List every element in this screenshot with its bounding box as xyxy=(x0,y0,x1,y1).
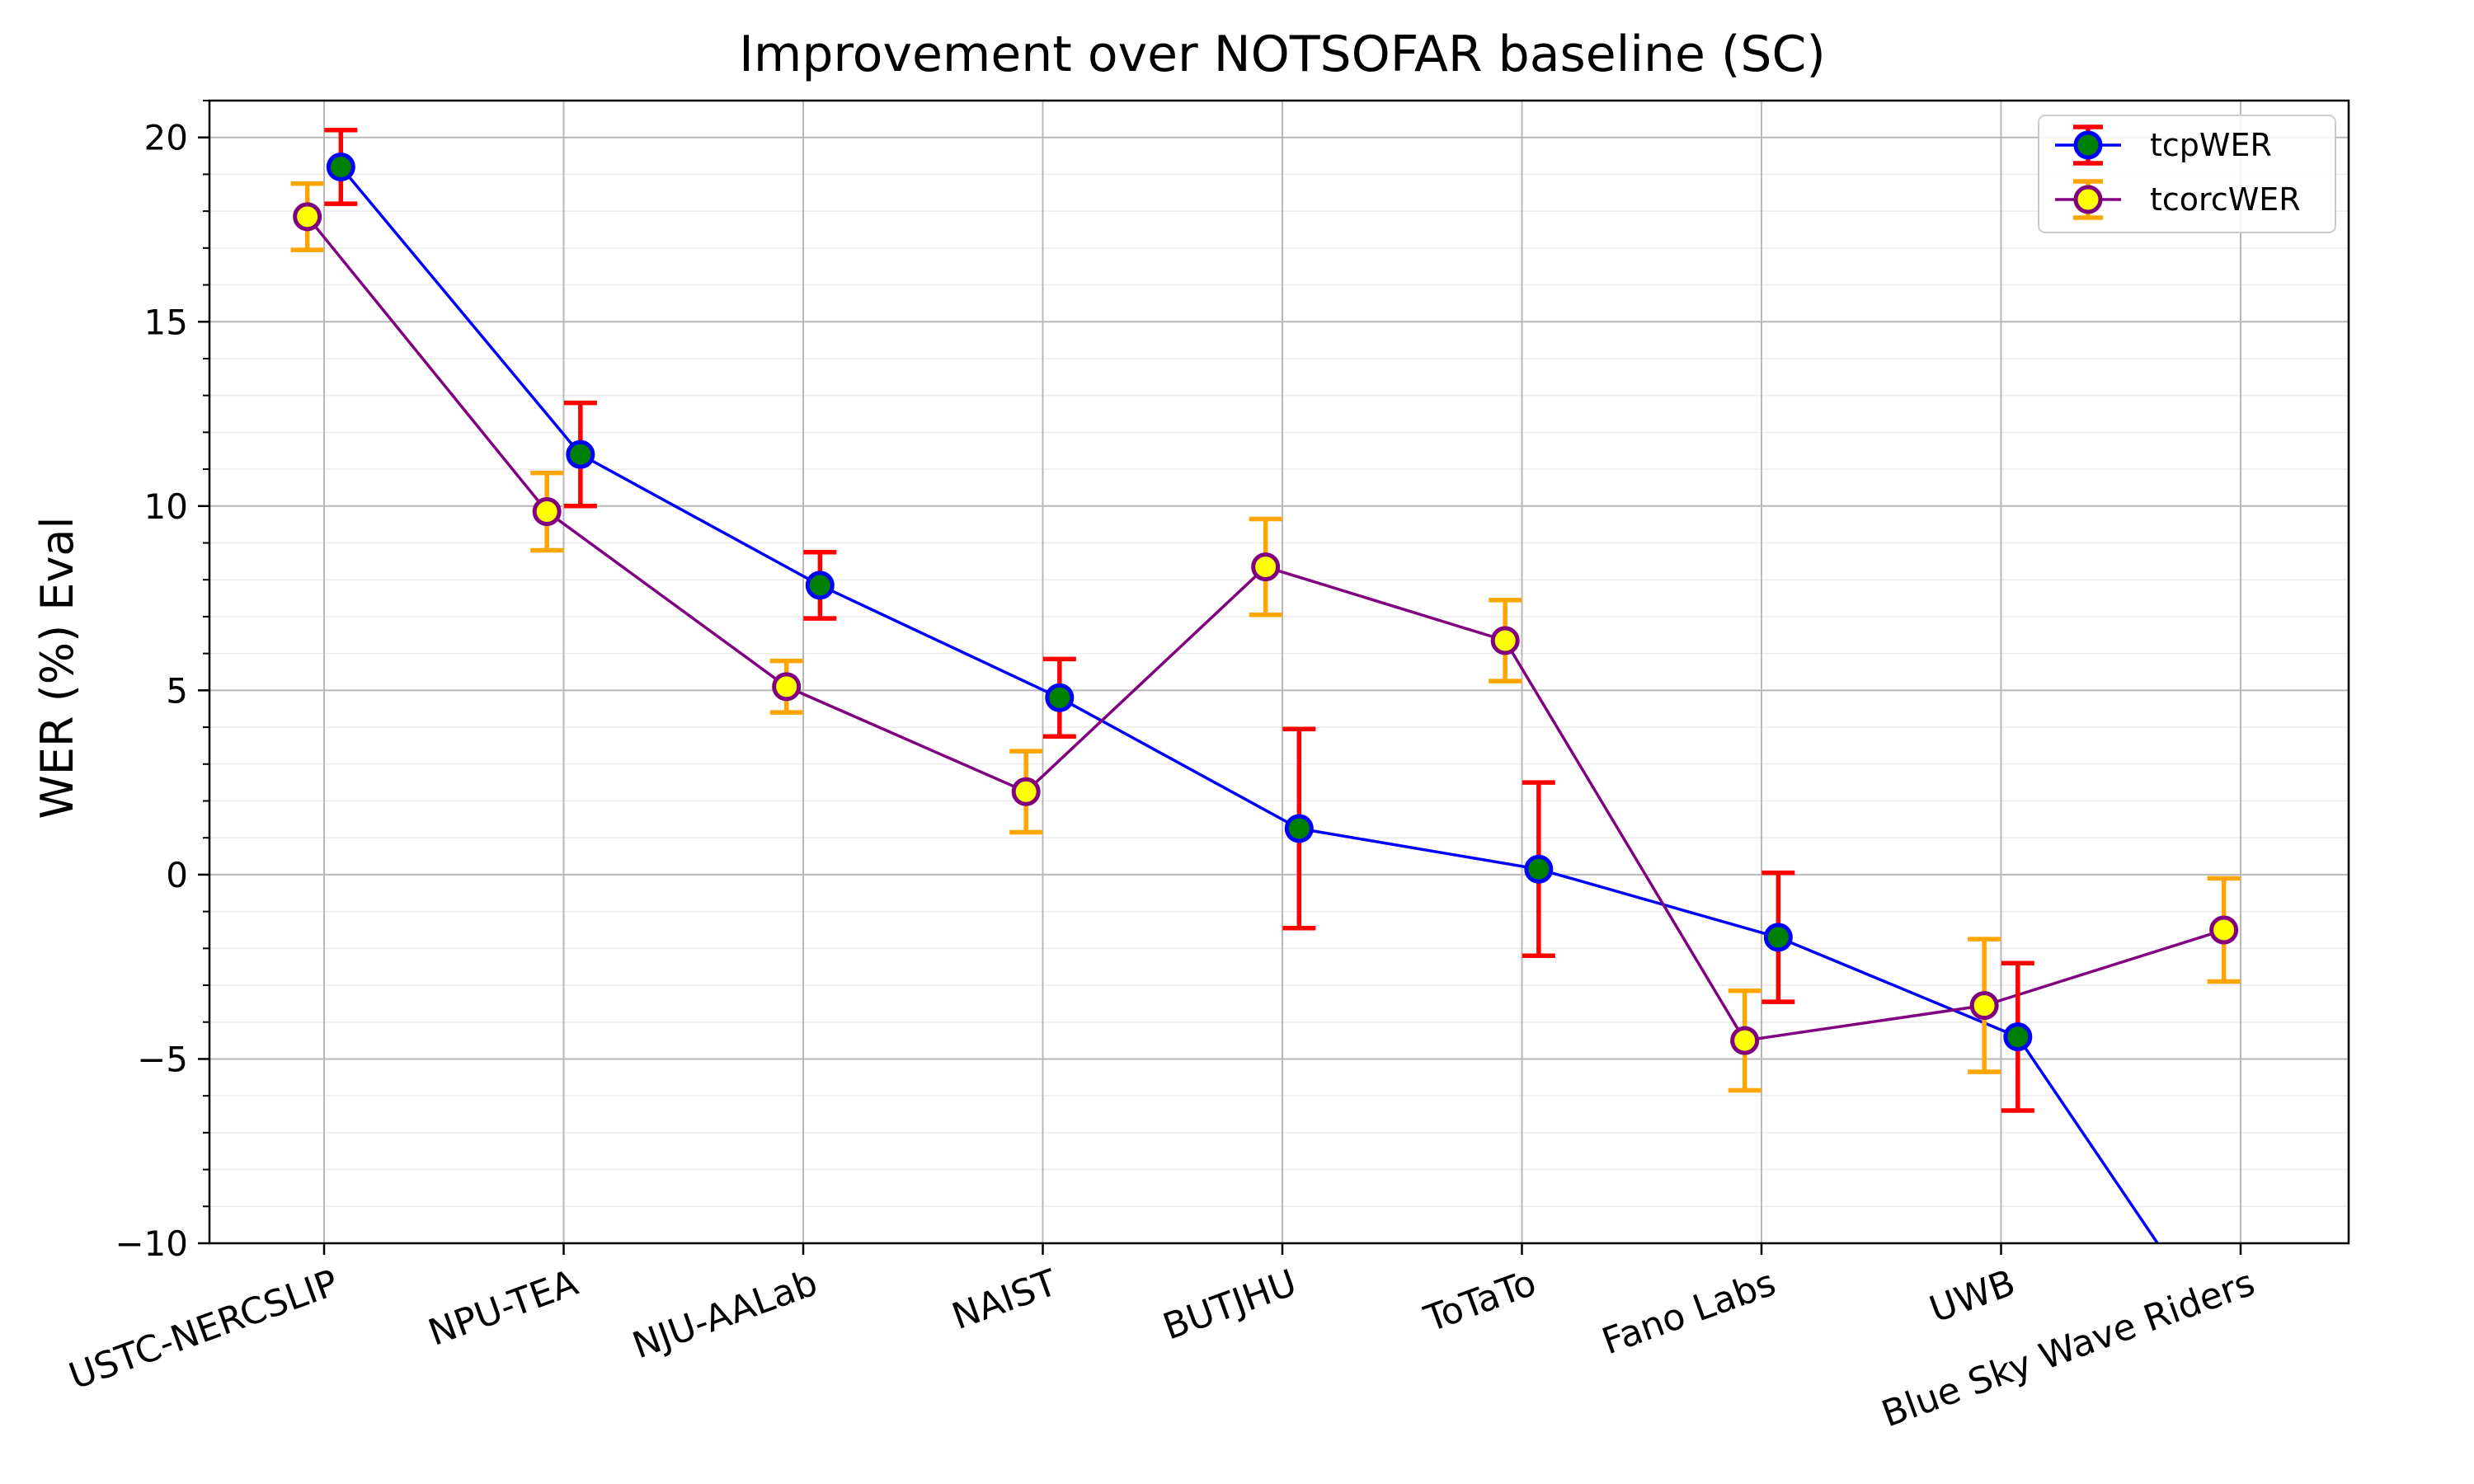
data-point-tcorcWER xyxy=(2209,915,2239,945)
y-axis-label: WER (%) Eval xyxy=(31,517,83,819)
data-point-tcorcWER xyxy=(772,672,802,702)
data-point-tcorcWER xyxy=(293,202,322,232)
y-tick-labels: −10 −5 0 5 10 15 20 xyxy=(115,118,188,1264)
axis-ticks xyxy=(198,100,2242,1255)
y-tick-label: −5 xyxy=(137,1039,188,1079)
y-tick-label: −10 xyxy=(115,1223,188,1264)
legend-item-tcpWER: tcpWER xyxy=(2055,124,2272,166)
data-point-tcpWER xyxy=(2003,1022,2033,1052)
y-tick-label: 10 xyxy=(144,486,188,527)
grid-minor xyxy=(209,100,2349,1208)
y-tick-label: 5 xyxy=(166,670,188,711)
y-tick-label: 0 xyxy=(166,855,188,895)
legend-item-tcorcWER: tcorcWER xyxy=(2055,179,2301,220)
data-point-tcpWER xyxy=(1524,854,1554,884)
data-point-tcorcWER xyxy=(532,497,562,527)
legend: tcpWER tcorcWER xyxy=(2038,115,2336,233)
chart-title: Improvement over NOTSOFAR baseline (SC) xyxy=(739,26,1826,83)
y-tick-label: 20 xyxy=(144,118,188,158)
data-point-tcpWER xyxy=(326,152,355,181)
data-point-tcpWER xyxy=(1763,923,1793,952)
data-point-tcorcWER xyxy=(1011,777,1041,806)
data-point-tcpWER xyxy=(566,439,595,469)
markers xyxy=(293,152,2239,1055)
data-point-tcpWER xyxy=(1284,814,1314,843)
legend-label: tcorcWER xyxy=(2150,181,2301,218)
data-point-tcorcWER xyxy=(1730,1026,1760,1055)
error-bars xyxy=(290,128,2241,1113)
data-point-tcorcWER xyxy=(1969,991,1999,1021)
data-point-tcorcWER xyxy=(1251,552,1281,582)
legend-label: tcpWER xyxy=(2150,127,2272,163)
data-point-tcpWER xyxy=(805,571,835,600)
data-point-tcpWER xyxy=(1045,683,1075,712)
data-point-tcorcWER xyxy=(1490,626,1520,655)
plot-frame xyxy=(208,99,2350,1245)
y-tick-label: 15 xyxy=(144,302,188,342)
